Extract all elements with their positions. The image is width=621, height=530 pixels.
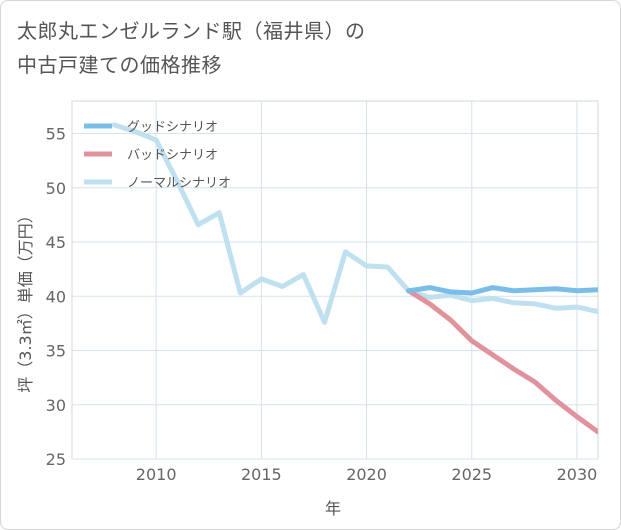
tick-labels: 25 30 35 40 45 50 55 2010 2015 2020 2025 2030 <box>46 125 598 484</box>
y-tick-label: 45 <box>46 233 66 252</box>
legend-label-1: バッドシナリオ <box>127 148 218 163</box>
x-tick-label: 2025 <box>451 465 492 484</box>
x-axis-label: 年 <box>325 499 341 518</box>
y-tick-label: 55 <box>46 125 66 144</box>
x-tick-label: 2020 <box>346 465 387 484</box>
y-tick-label: 35 <box>46 342 66 361</box>
y-tick-label: 50 <box>46 179 66 198</box>
chart-title-line-1: 太郎丸エンゼルランド駅（福井県）の <box>17 19 366 43</box>
grid-lines <box>72 101 598 460</box>
y-tick-label: 40 <box>46 287 66 306</box>
y-tick-label: 25 <box>46 450 66 469</box>
y-tick-label: 30 <box>46 396 66 415</box>
series-line-2 <box>111 122 598 325</box>
chart-title-line-2: 中古戸建ての価格推移 <box>17 53 222 77</box>
legend-label-2: ノーマルシナリオ <box>127 176 231 191</box>
x-tick-label: 2015 <box>241 465 282 484</box>
legend-label-0: グッドシナリオ <box>127 120 218 135</box>
x-tick-label: 2010 <box>136 465 177 484</box>
y-axis-label: 坪（3.3㎡）単価（万円） <box>16 207 35 392</box>
series-layer <box>111 122 598 435</box>
x-tick-label: 2030 <box>557 465 598 484</box>
series-line-1 <box>406 288 598 435</box>
series-line-0 <box>406 285 598 296</box>
chart-title: 太郎丸エンゼルランド駅（福井県）の 中古戸建ての価格推移 <box>17 14 366 82</box>
